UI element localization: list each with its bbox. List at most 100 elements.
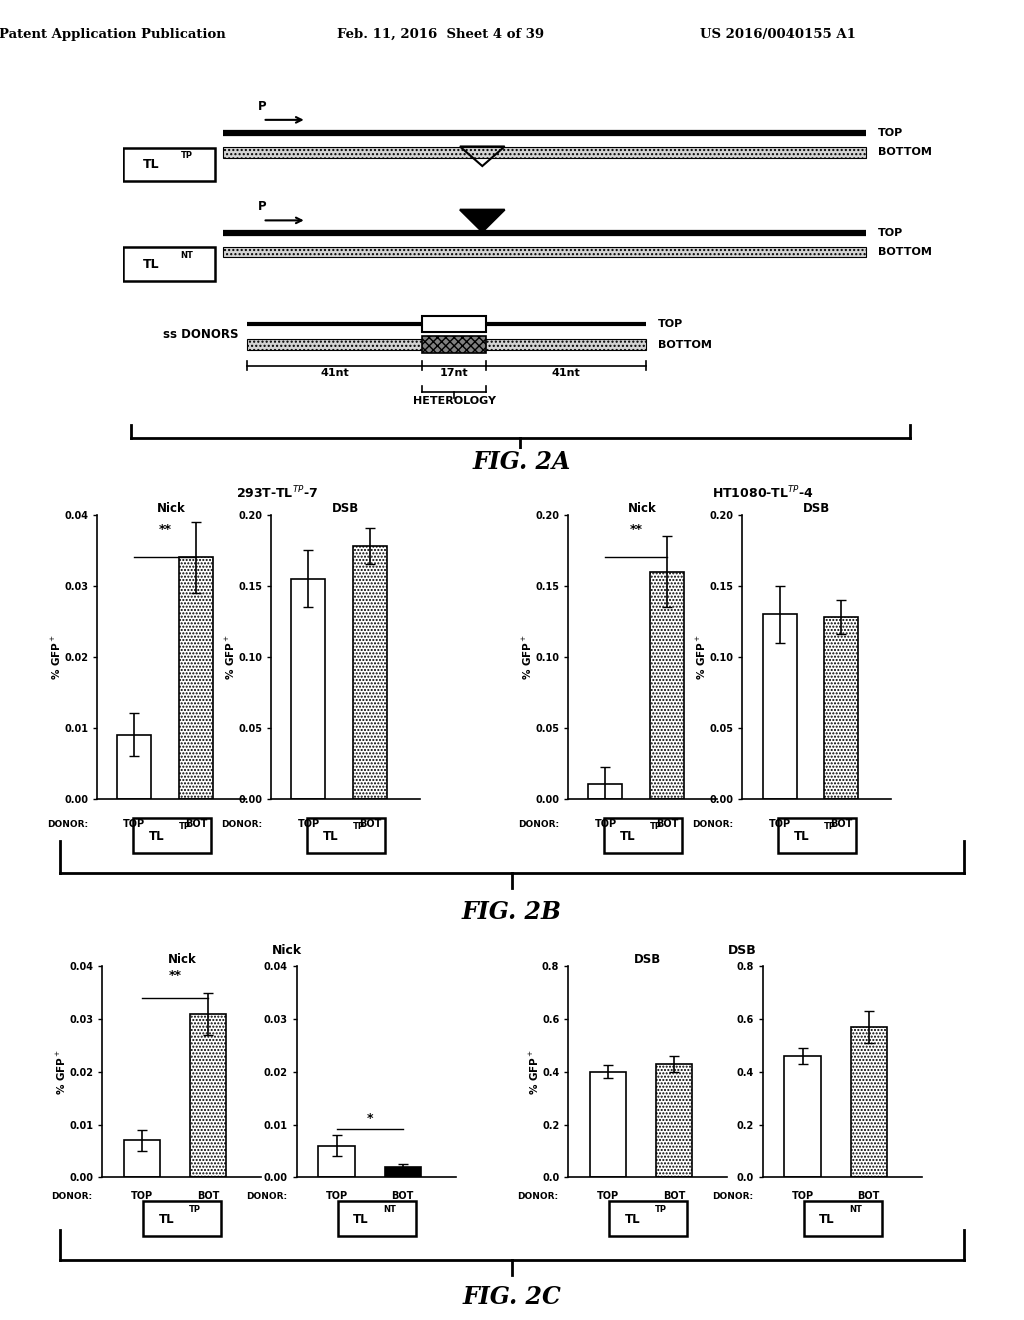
Text: TL: TL <box>143 257 160 271</box>
Text: TOP: TOP <box>123 818 145 829</box>
Bar <box>656 1064 692 1177</box>
Text: BOT: BOT <box>656 818 679 829</box>
Title: Nick: Nick <box>167 953 197 966</box>
Text: TL: TL <box>794 830 809 843</box>
Text: TOP: TOP <box>597 1191 620 1201</box>
Text: DONOR:: DONOR: <box>712 1192 753 1201</box>
Text: NT: NT <box>383 1205 396 1214</box>
Text: TP: TP <box>650 822 663 832</box>
Text: NT: NT <box>849 1205 862 1214</box>
Text: TOP: TOP <box>878 227 903 238</box>
Text: TL: TL <box>148 830 164 843</box>
Text: HT1080-TL$^{TP}$-4: HT1080-TL$^{TP}$-4 <box>712 484 814 500</box>
Text: BOT: BOT <box>359 818 382 829</box>
Text: TP: TP <box>179 822 191 832</box>
Y-axis label: % GFP$^+$: % GFP$^+$ <box>527 1049 541 1094</box>
Text: DONOR:: DONOR: <box>692 820 733 829</box>
Text: FIG. 2B: FIG. 2B <box>462 900 562 924</box>
Text: 41nt: 41nt <box>321 368 349 378</box>
Text: BOT: BOT <box>391 1191 414 1201</box>
Bar <box>179 557 213 799</box>
Text: BOTTOM: BOTTOM <box>658 339 712 350</box>
Bar <box>650 572 684 799</box>
Text: **: ** <box>630 523 643 536</box>
Bar <box>353 546 387 799</box>
Text: NT: NT <box>180 251 194 260</box>
Text: BOT: BOT <box>197 1191 219 1201</box>
Y-axis label: % GFP$^+$: % GFP$^+$ <box>224 634 237 680</box>
Text: TOP: TOP <box>594 818 616 829</box>
Bar <box>223 247 865 257</box>
Text: FIG. 2A: FIG. 2A <box>473 450 571 474</box>
Text: Patent Application Publication: Patent Application Publication <box>0 28 226 41</box>
Bar <box>763 614 797 799</box>
Text: TOP: TOP <box>326 1191 348 1201</box>
Text: TL: TL <box>323 830 338 843</box>
Y-axis label: % GFP$^+$: % GFP$^+$ <box>695 634 708 680</box>
Text: DONOR:: DONOR: <box>246 1192 287 1201</box>
Text: Nick: Nick <box>271 944 302 957</box>
Text: Feb. 11, 2016  Sheet 4 of 39: Feb. 11, 2016 Sheet 4 of 39 <box>337 28 544 41</box>
Text: 41nt: 41nt <box>552 368 581 378</box>
Bar <box>247 339 646 350</box>
Text: FIG. 2C: FIG. 2C <box>463 1284 561 1309</box>
Bar <box>423 315 486 333</box>
Title: DSB: DSB <box>332 502 359 515</box>
Text: TL: TL <box>353 1213 369 1226</box>
Text: DONOR:: DONOR: <box>517 1192 558 1201</box>
Text: TOP: TOP <box>297 818 319 829</box>
Text: BOT: BOT <box>185 818 208 829</box>
Text: DONOR:: DONOR: <box>221 820 262 829</box>
Bar <box>318 1146 355 1177</box>
Text: BOT: BOT <box>663 1191 685 1201</box>
Text: TOP: TOP <box>131 1191 154 1201</box>
Text: P: P <box>258 201 267 214</box>
Text: TP: TP <box>180 152 193 160</box>
Text: TOP: TOP <box>768 818 791 829</box>
Text: TP: TP <box>655 1205 668 1214</box>
Bar <box>123 148 215 181</box>
Text: DONOR:: DONOR: <box>51 1192 92 1201</box>
Text: DSB: DSB <box>728 944 757 957</box>
Text: DONOR:: DONOR: <box>518 820 559 829</box>
Text: TL: TL <box>625 1213 640 1226</box>
Bar <box>590 1072 627 1177</box>
Text: TL: TL <box>819 1213 835 1226</box>
Text: TL: TL <box>143 157 160 170</box>
Text: TL: TL <box>620 830 635 843</box>
Text: 17nt: 17nt <box>440 368 469 378</box>
Text: **: ** <box>169 969 181 982</box>
Y-axis label: % GFP$^+$: % GFP$^+$ <box>50 634 62 680</box>
Title: Nick: Nick <box>157 502 186 515</box>
Text: HETEROLOGY: HETEROLOGY <box>413 396 496 407</box>
Text: TP: TP <box>824 822 837 832</box>
Text: ss DONORS: ss DONORS <box>163 327 239 341</box>
Text: BOTTOM: BOTTOM <box>878 148 932 157</box>
Text: TOP: TOP <box>878 128 903 137</box>
Bar <box>784 1056 821 1177</box>
Bar <box>292 578 326 799</box>
Text: BOT: BOT <box>830 818 853 829</box>
Title: DSB: DSB <box>803 502 830 515</box>
Bar <box>124 1140 161 1177</box>
Text: DONOR:: DONOR: <box>47 820 88 829</box>
Text: TOP: TOP <box>658 319 683 329</box>
Text: P: P <box>258 100 267 114</box>
Bar <box>385 1167 421 1177</box>
Bar <box>423 337 486 352</box>
Bar <box>824 616 858 799</box>
Text: *: * <box>367 1111 373 1125</box>
Bar <box>589 784 623 799</box>
Text: BOTTOM: BOTTOM <box>878 247 932 257</box>
Bar <box>190 1014 226 1177</box>
Y-axis label: % GFP$^+$: % GFP$^+$ <box>55 1049 68 1094</box>
Polygon shape <box>460 210 505 232</box>
Title: DSB: DSB <box>634 953 662 966</box>
Text: US 2016/0040155 A1: US 2016/0040155 A1 <box>700 28 856 41</box>
Text: TOP: TOP <box>792 1191 814 1201</box>
Text: BOT: BOT <box>857 1191 880 1201</box>
Text: TP: TP <box>353 822 366 832</box>
Y-axis label: % GFP$^+$: % GFP$^+$ <box>521 634 534 680</box>
Text: TL: TL <box>159 1213 174 1226</box>
Bar <box>223 148 865 157</box>
